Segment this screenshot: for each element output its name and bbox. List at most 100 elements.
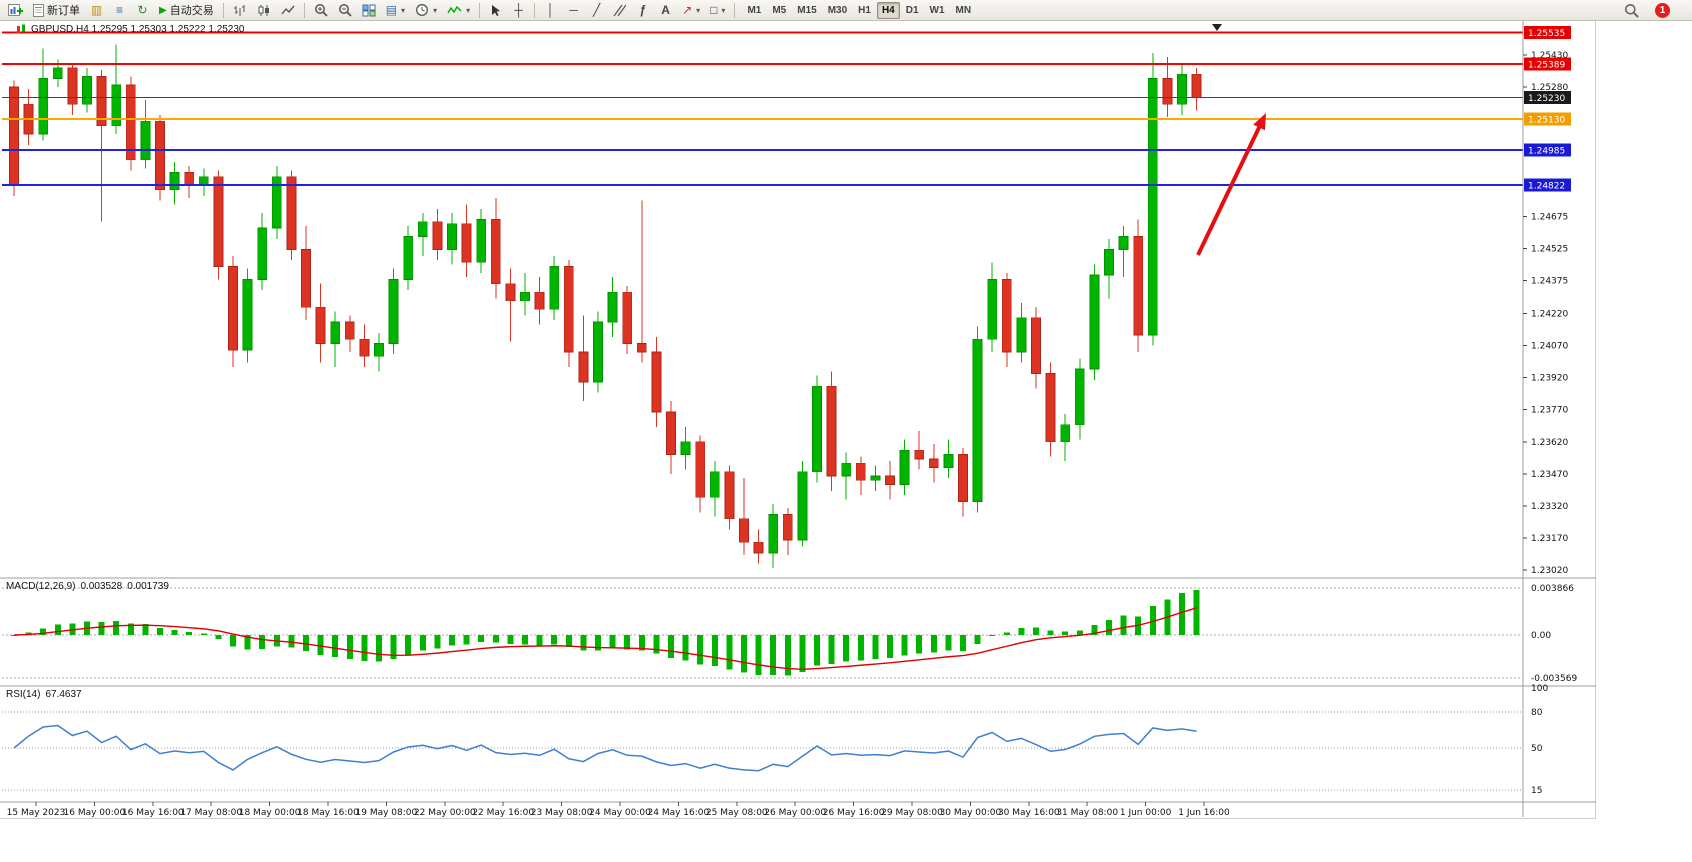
periods-button[interactable]: ▾ — [411, 1, 441, 20]
candle[interactable] — [666, 411, 676, 456]
candle[interactable] — [1162, 78, 1173, 105]
new-chart-button[interactable] — [4, 1, 27, 20]
bar-chart-button[interactable] — [229, 1, 251, 20]
profiles-button[interactable]: ▥ — [86, 1, 107, 20]
chart-shift-marker[interactable] — [1212, 24, 1222, 31]
candle[interactable] — [1016, 317, 1027, 353]
candle[interactable] — [1045, 373, 1056, 443]
candle[interactable] — [870, 475, 881, 481]
candle[interactable] — [885, 475, 895, 485]
refresh-button[interactable]: ↻ — [132, 1, 153, 20]
candle[interactable] — [622, 291, 633, 344]
market-watch-button[interactable]: ≡ — [109, 1, 130, 20]
candle[interactable] — [520, 291, 530, 302]
candle[interactable] — [432, 221, 443, 250]
candle[interactable] — [505, 283, 516, 302]
candle[interactable] — [1133, 236, 1144, 336]
candle[interactable] — [403, 236, 414, 280]
indicators-button[interactable]: ▾ — [443, 1, 474, 20]
notification-badge[interactable]: 1 — [1655, 2, 1670, 18]
candle[interactable] — [52, 67, 63, 79]
line-chart-button[interactable] — [277, 1, 299, 20]
candle[interactable] — [1060, 424, 1071, 443]
candle[interactable] — [812, 385, 822, 473]
trendline-button[interactable]: ╱ — [586, 1, 607, 20]
candle[interactable] — [155, 120, 165, 191]
text-button[interactable]: A — [655, 1, 676, 20]
candle[interactable] — [388, 278, 399, 344]
candle[interactable] — [797, 471, 808, 541]
candle[interactable] — [768, 514, 779, 554]
candle[interactable] — [1104, 249, 1114, 276]
candle[interactable] — [1177, 73, 1187, 105]
candle[interactable] — [9, 86, 19, 186]
timeframe-button-m15[interactable]: M15 — [792, 2, 821, 19]
new-order-button[interactable]: 新订单 — [29, 1, 84, 20]
candle[interactable] — [899, 449, 910, 485]
candle[interactable] — [1191, 73, 1202, 99]
timeframe-button-w1[interactable]: W1 — [925, 2, 950, 19]
trend-arrow[interactable] — [1196, 122, 1264, 256]
channel-button[interactable] — [609, 1, 630, 20]
candle[interactable] — [709, 471, 720, 498]
candle[interactable] — [461, 223, 472, 263]
candle[interactable] — [534, 291, 545, 310]
candle[interactable] — [82, 75, 92, 105]
candle[interactable] — [184, 172, 195, 186]
candle[interactable] — [607, 291, 618, 323]
candle[interactable] — [169, 172, 180, 191]
tile-windows-button[interactable] — [358, 1, 380, 20]
fibonacci-button[interactable]: ƒ — [632, 1, 653, 20]
cursor-button[interactable] — [485, 1, 506, 20]
candle[interactable] — [549, 266, 560, 310]
candle[interactable] — [958, 454, 968, 503]
horizontal-line-button[interactable]: ─ — [563, 1, 584, 20]
candle[interactable] — [914, 449, 925, 460]
candle[interactable] — [753, 541, 764, 554]
candle[interactable] — [724, 471, 735, 520]
timeframe-button-m1[interactable]: M1 — [742, 2, 766, 19]
timeframe-button-h1[interactable]: H1 — [853, 2, 876, 19]
arrows-button[interactable]: ↗ ▾ — [678, 1, 704, 20]
candle[interactable] — [490, 219, 501, 285]
timeframe-button-m30[interactable]: M30 — [823, 2, 852, 19]
candle[interactable] — [213, 176, 224, 267]
candle[interactable] — [695, 441, 706, 498]
candle[interactable] — [972, 338, 983, 503]
candle[interactable] — [680, 441, 691, 456]
candle[interactable] — [651, 351, 662, 413]
candle[interactable] — [38, 78, 49, 135]
candle[interactable] — [447, 223, 457, 250]
templates-button[interactable]: ▤ ▾ — [382, 1, 409, 20]
vertical-line-button[interactable]: │ — [540, 1, 561, 20]
timeframe-button-mn[interactable]: MN — [951, 2, 977, 19]
zoom-out-button[interactable] — [334, 1, 356, 20]
candle[interactable] — [301, 249, 311, 308]
candle[interactable] — [855, 462, 866, 481]
timeframe-button-m5[interactable]: M5 — [767, 2, 791, 19]
candle[interactable] — [841, 462, 852, 477]
candle[interactable] — [782, 514, 793, 541]
candle[interactable] — [330, 321, 341, 344]
candle[interactable] — [739, 518, 749, 543]
candle[interactable] — [374, 343, 384, 357]
candlestick-chart-button[interactable] — [253, 1, 275, 20]
timeframe-button-d1[interactable]: D1 — [901, 2, 924, 19]
crosshair-button[interactable]: ┼ — [508, 1, 529, 20]
candle[interactable] — [1031, 317, 1041, 374]
autotrading-button[interactable]: ▶ 自动交易 — [155, 1, 218, 20]
candle[interactable] — [344, 321, 355, 340]
search-button[interactable] — [1620, 1, 1643, 20]
candle[interactable] — [578, 351, 589, 383]
candle[interactable] — [636, 343, 647, 353]
candle[interactable] — [1074, 368, 1085, 426]
chart-canvas[interactable]: 1.25430 1.25280 1.24675 1.24525 1.24375 1.242… — [0, 21, 1596, 819]
candle[interactable] — [417, 221, 428, 238]
candle[interactable] — [359, 338, 370, 357]
candle[interactable] — [286, 176, 297, 250]
candle[interactable] — [315, 306, 326, 344]
candle[interactable] — [943, 454, 954, 468]
candle[interactable] — [987, 278, 998, 340]
candle[interactable] — [111, 84, 122, 126]
candle[interactable] — [563, 266, 574, 353]
